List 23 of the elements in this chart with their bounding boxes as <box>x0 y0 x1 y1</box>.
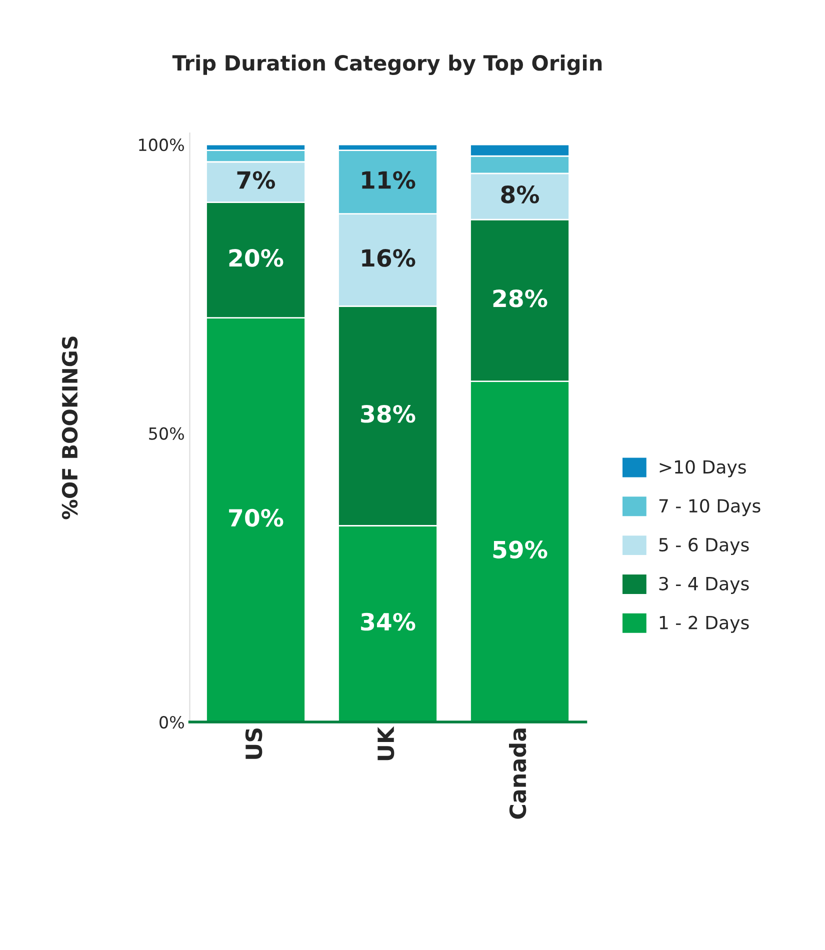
x-tick-label: UK <box>378 726 394 760</box>
y-tick-label: 100% <box>139 138 184 152</box>
data-label: 59% <box>493 540 548 559</box>
data-label: 7% <box>237 171 276 189</box>
legend-label: 5 - 6 Days <box>659 538 749 556</box>
legend-label: >10 Days <box>660 460 746 478</box>
y-tick-label: 50% <box>149 427 184 440</box>
chart-title: Trip Duration Category by Top Origin <box>172 54 602 75</box>
legend-label: 7 - 10 Days <box>659 498 760 516</box>
x-tick-label: US <box>245 728 262 759</box>
data-label: 11% <box>362 171 416 189</box>
data-label: 70% <box>229 508 284 527</box>
data-label: 28% <box>493 289 548 308</box>
data-label: 8% <box>501 186 540 204</box>
data-label: 34% <box>361 612 416 631</box>
x-tick-label: Canada <box>508 728 526 819</box>
legend-label: 1 - 2 Days <box>660 616 749 633</box>
data-label: 16% <box>362 249 416 267</box>
data-label: 20% <box>229 249 284 267</box>
y-tick-label: 0% <box>160 716 184 729</box>
legend-label: 3 - 4 Days <box>659 576 749 594</box>
y-axis-title: %OF BOOKINGS <box>62 336 78 520</box>
data-label: 38% <box>361 404 416 423</box>
